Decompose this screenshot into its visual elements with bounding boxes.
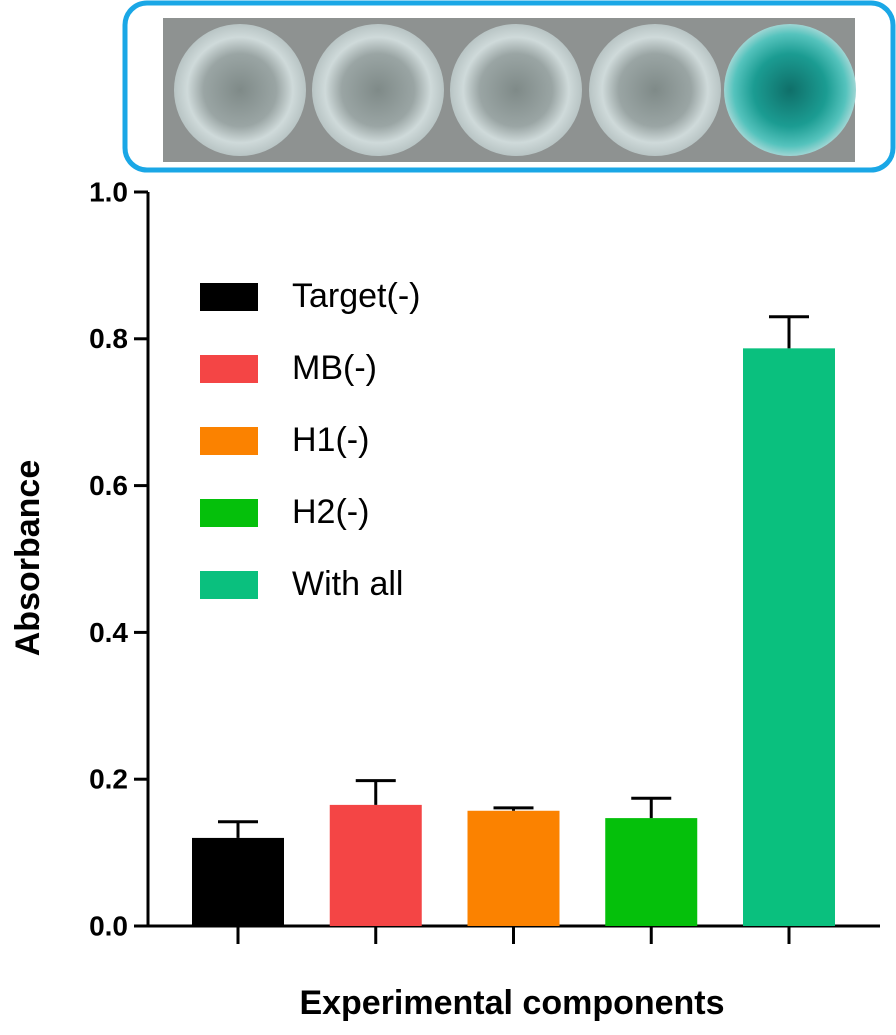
bar: [605, 818, 698, 926]
y-tick-label: 0.6: [89, 470, 128, 501]
bar: [192, 837, 284, 926]
legend-swatch: [200, 355, 258, 383]
y-axis-title: Absorbance: [9, 460, 47, 657]
bar: [467, 810, 560, 926]
legend-swatch: [200, 571, 258, 599]
legend-swatch: [200, 499, 258, 527]
y-tick-label: 0.0: [89, 910, 128, 941]
legend-label: H1(-): [292, 421, 369, 459]
photo-inset: [122, 0, 896, 173]
legend-label: H2(-): [292, 493, 369, 531]
legend-label: MB(-): [292, 349, 377, 387]
x-axis-title: Experimental components: [299, 984, 724, 1022]
legend-label: Target(-): [292, 277, 420, 315]
legend-swatch: [200, 427, 258, 455]
y-tick-label: 0.2: [89, 764, 128, 795]
bar: [329, 804, 422, 926]
legend-swatch: [200, 283, 258, 311]
y-tick-label: 0.8: [89, 323, 128, 354]
y-tick-label: 1.0: [89, 176, 128, 207]
y-tick-label: 0.4: [89, 617, 128, 648]
bar: [743, 348, 835, 926]
legend-label: With all: [292, 565, 403, 603]
